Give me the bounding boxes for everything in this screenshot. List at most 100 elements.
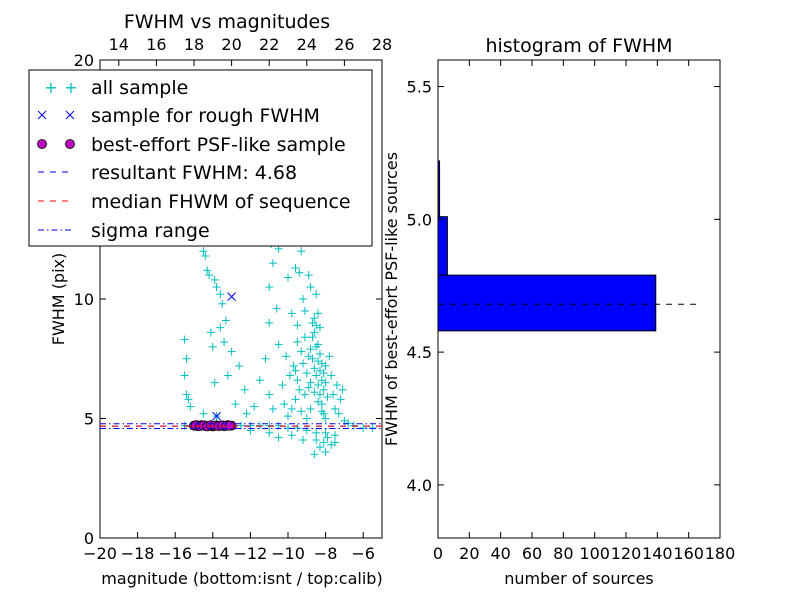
legend-entry-psf-sample: best-effort PSF-like sample [37,134,346,156]
plus-point [325,352,334,361]
legend-label-all-sample: all sample [91,77,188,99]
plus-point [300,333,309,342]
x-point [227,292,236,301]
plus-point [299,436,308,445]
plus-point [216,323,225,332]
plus-point [182,390,191,399]
plus-point [312,371,321,380]
plus-point [317,359,326,368]
plus-point [314,381,323,390]
y-tick-label: 4.0 [407,476,432,495]
plus-point [284,412,292,421]
plus-point [304,271,313,280]
x-tick-label: 0 [433,544,443,563]
legend-box [28,69,373,247]
plus-point [268,404,277,413]
plus-point [312,321,321,330]
plus-point [315,443,324,452]
plus-point [293,321,302,330]
plus-point [299,359,308,368]
plus-point [304,383,313,392]
top-tick-label: 24 [297,35,317,54]
histogram-y-axis-label: FWHM of best-effort PSF-like sources [382,152,401,446]
plus-point [231,400,240,409]
x-marker-icon [65,110,75,120]
plus-point [237,421,245,430]
plus-point [306,378,315,387]
legend-entry-median-fwhm: median FHWM of sequence [38,191,351,213]
x-tick-label: 20 [459,544,479,563]
plus-point [223,371,232,380]
plus-point [331,438,339,447]
plus-point [287,431,296,440]
plus-point [334,409,343,418]
plus-point [338,385,347,394]
scatter-panel: −20 −18 −16 −14 −12 −10 −8 −6 0 5 10 20 14 16 18 20 22 24… [28,11,392,588]
x-tick-label: 180 [705,544,736,563]
plus-marker-icon: + [44,78,57,97]
plus-point [302,414,311,423]
plus-point [310,328,319,337]
legend-entry-rough-sample: sample for rough FWHM [37,105,320,127]
plus-point [297,407,306,416]
plus-point [310,450,319,459]
top-tick-label: 26 [334,35,354,54]
plus-point [291,263,300,272]
plus-point [297,247,306,256]
plus-point [312,428,321,437]
plus-point [274,433,283,442]
y-tick-label: 20 [74,51,94,70]
plus-point [308,354,317,363]
plus-point [314,309,323,318]
plus-point [331,404,339,413]
y-tick-label: 5.5 [407,78,432,97]
y-tick-label: 0 [84,529,94,548]
y-tick-label: 10 [74,290,94,309]
plus-point [287,309,296,318]
plus-point [180,335,189,344]
plus-point [242,409,251,418]
plus-point [310,314,319,323]
plus-point [220,338,229,347]
plus-point [329,390,338,399]
plus-point [312,290,321,299]
x-tick-label: 140 [642,544,673,563]
x-tick-label: 80 [553,544,573,563]
legend-label-sigma-range: sigma range [91,220,210,242]
plus-point [293,338,302,347]
x-tick-label: −16 [158,544,192,563]
plus-point [265,390,274,399]
plus-point [323,433,332,442]
plus-point [265,318,274,327]
plus-point [314,340,323,349]
plus-point [182,354,191,363]
plus-point [210,275,219,284]
plus-point [317,407,326,416]
plus-point [332,381,341,390]
legend-entry-sigma-range: sigma range [38,220,210,242]
plus-point [282,352,291,361]
top-tick-label: 16 [146,35,166,54]
histogram-bar [437,216,448,276]
plus-point [216,290,225,299]
plus-point [250,402,259,411]
top-tick-label: 18 [184,35,204,54]
plus-point [315,349,324,358]
plus-point [319,385,328,394]
plus-point [186,402,195,411]
plus-point [306,404,315,413]
x-marker-icon [37,110,47,120]
top-tick-label: 22 [259,35,279,54]
y-tick-label: 5.0 [407,210,432,229]
x-point [212,411,221,421]
plus-point [227,347,236,356]
x-tick-label: −14 [196,544,230,563]
plus-point [312,436,321,445]
top-tick-label: 20 [221,35,241,54]
legend: + + all sample sample for rough FWHM bes… [28,69,373,247]
x-tick-label: −10 [271,544,305,563]
x-tick-label: 60 [522,544,542,563]
x-tick-label: 160 [673,544,704,563]
plus-point [327,371,336,380]
